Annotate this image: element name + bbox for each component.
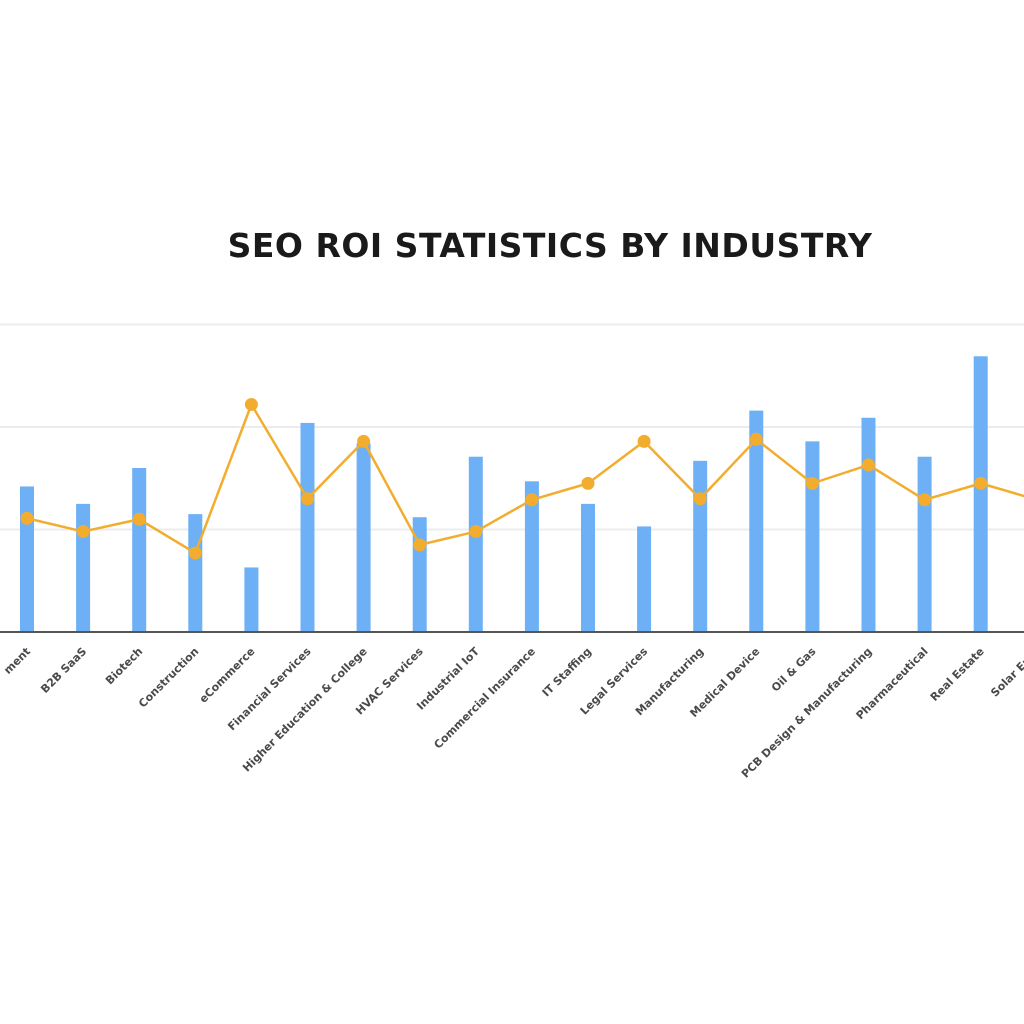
line-point <box>525 493 539 507</box>
line-point <box>188 546 202 560</box>
x-tick-labels: ment B2B SaaS BiotechConstructioneCommerce… <box>1 645 1024 781</box>
line-point <box>301 492 314 506</box>
chart-title: SEO ROI STATISTICS BY INDUSTRY <box>227 226 873 265</box>
x-tick-label: Construction <box>136 645 201 710</box>
line-point <box>132 512 146 526</box>
bar <box>749 410 764 632</box>
bar <box>805 441 820 632</box>
bar <box>76 503 91 632</box>
line-point <box>581 476 595 490</box>
line-point <box>357 434 371 448</box>
bar <box>581 503 595 632</box>
line-point <box>20 511 34 525</box>
bar <box>468 456 483 632</box>
line-point <box>974 476 988 490</box>
line-series <box>20 397 1024 560</box>
line-point <box>805 476 819 490</box>
line-point <box>76 525 90 539</box>
x-tick-label: ment <box>1 645 33 677</box>
x-tick-label: Higher Education & College <box>240 645 370 775</box>
x-tick-label: Oil & Gas <box>769 645 819 695</box>
bar <box>188 514 203 632</box>
line-point <box>918 493 932 507</box>
line-point <box>637 434 651 448</box>
bar <box>356 443 371 632</box>
x-tick-label: IT Staffing <box>540 645 594 699</box>
line-point <box>413 538 427 552</box>
x-tick-label: Real Estate <box>928 645 987 704</box>
line-point <box>693 492 707 506</box>
line-point <box>749 432 763 446</box>
x-tick-label: Solar Ener <box>988 645 1024 700</box>
line-point <box>862 458 875 472</box>
gridlines <box>0 323 1024 531</box>
bar <box>917 456 932 632</box>
bar <box>637 526 652 632</box>
x-tick-label: Biotech <box>103 645 145 687</box>
x-tick-label: eCommerce <box>197 645 258 706</box>
bar-series <box>20 356 988 632</box>
bar <box>300 422 315 632</box>
bar <box>20 486 34 632</box>
line-point <box>244 397 258 411</box>
line-point <box>469 525 483 539</box>
x-tick-label: Commercial Insurance <box>431 645 538 752</box>
bar <box>132 468 147 632</box>
x-tick-label: B2B SaaS <box>38 645 89 696</box>
bar <box>861 417 876 632</box>
bar <box>244 567 259 632</box>
bar <box>693 460 708 632</box>
bar <box>524 481 539 632</box>
bar <box>973 356 988 632</box>
